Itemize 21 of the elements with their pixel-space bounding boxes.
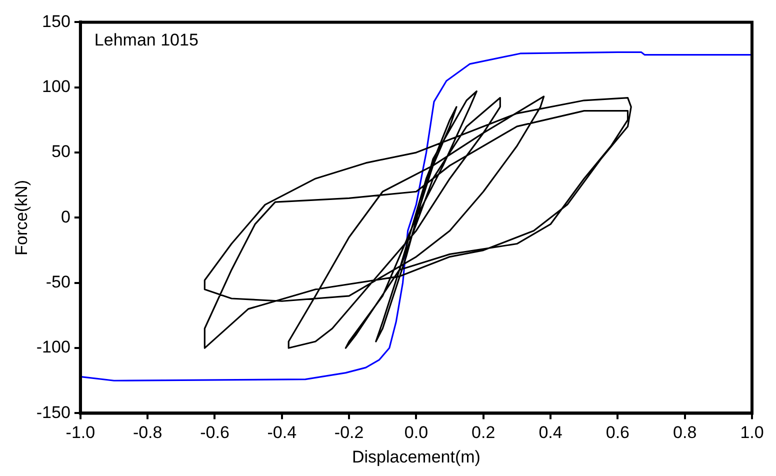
y-tick-label: 50 [52, 142, 70, 162]
x-tick-label: 0.0 [404, 423, 428, 442]
x-axis-title: Displacement(m) [352, 447, 480, 466]
x-tick-label: 0.8 [673, 423, 697, 442]
x-tick-label: 0.4 [538, 423, 562, 442]
x-tick-label: -1.0 [66, 423, 96, 442]
x-tick-label: -0.4 [267, 423, 297, 442]
x-tick-label: -0.8 [132, 423, 162, 442]
x-tick-label: 0.6 [606, 423, 630, 442]
y-tick-label: 0 [60, 207, 70, 226]
annotation: Lehman 1015 [94, 30, 198, 50]
y-axis-title: Force(kN) [12, 180, 31, 256]
x-tick-label: 0.2 [472, 423, 496, 442]
y-tick-label: -150 [36, 402, 70, 422]
y-tick-label: -100 [36, 338, 70, 357]
y-tick-label: 150 [42, 12, 70, 31]
x-tick-label: -0.2 [334, 423, 364, 442]
y-tick-label: 100 [42, 77, 70, 96]
x-tick-label: -0.6 [200, 423, 230, 442]
x-tick-label: 1.0 [740, 423, 764, 442]
y-tick-label: -50 [46, 272, 70, 292]
